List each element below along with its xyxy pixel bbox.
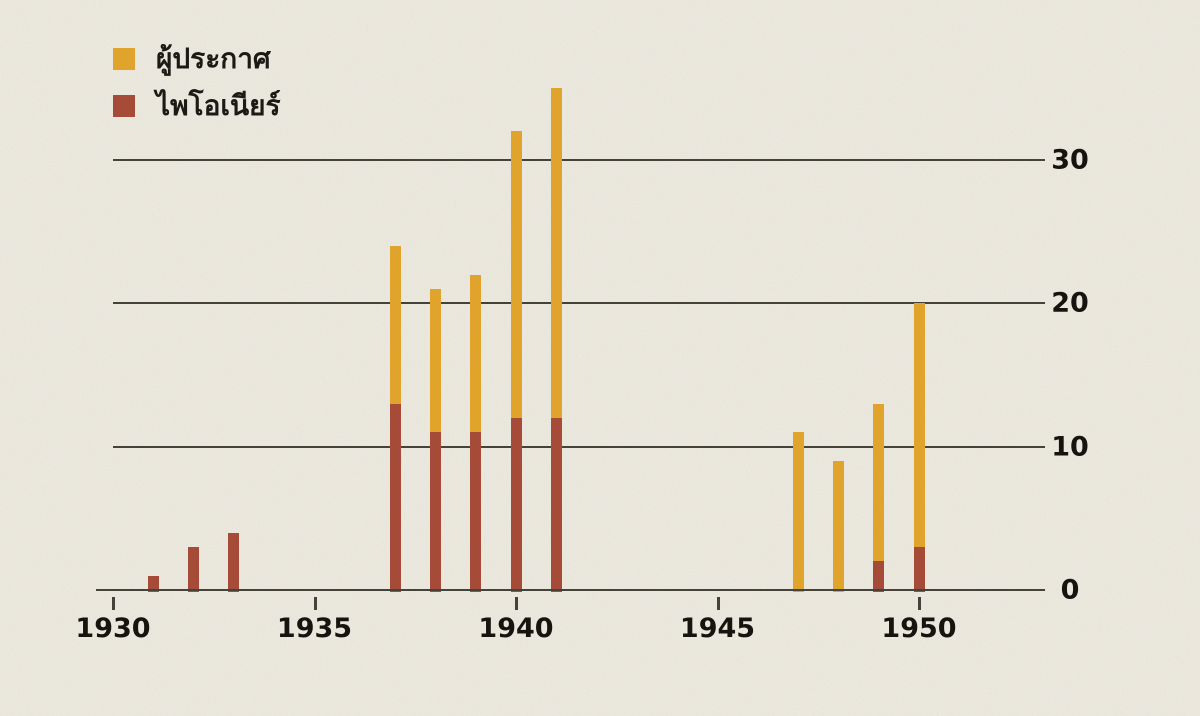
legend: ผู้ประกาศ ไพโอเนียร์	[113, 42, 281, 123]
x-axis-label-1930: 1930	[75, 613, 151, 644]
bar-publishers-1948	[832, 461, 844, 592]
y-axis-label-10: 10	[1051, 431, 1089, 463]
bar-pioneers-1950	[913, 547, 925, 592]
y-axis-label-30: 30	[1051, 144, 1089, 176]
x-tick-1945	[716, 597, 720, 610]
bar-pioneers-1933	[228, 532, 240, 592]
x-tick-1935	[313, 597, 317, 610]
x-axis-label-1945: 1945	[679, 613, 756, 644]
bar-publishers-1937	[389, 246, 401, 404]
x-axis-label-1950: 1950	[881, 613, 957, 644]
x-axis-line	[96, 589, 1045, 591]
bar-pioneers-1941	[550, 418, 562, 592]
x-tick-1950	[918, 597, 921, 610]
legend-swatch-pioneers-icon	[113, 95, 135, 117]
x-tick-1940	[515, 597, 518, 610]
bar-pioneers-1939	[470, 432, 482, 592]
y-axis-label-20: 20	[1051, 287, 1089, 319]
bar-publishers-1941	[550, 88, 562, 419]
bar-pioneers-1940	[510, 418, 522, 592]
bar-pioneers-1938	[429, 432, 441, 592]
bar-publishers-1938	[429, 289, 441, 433]
bar-publishers-1947	[792, 432, 804, 592]
x-axis-label-1940: 1940	[478, 613, 554, 644]
bar-pioneers-1949	[873, 561, 885, 592]
bar-pioneers-1937	[389, 403, 401, 592]
x-tick-1930	[112, 597, 115, 610]
legend-swatch-publishers-icon	[113, 48, 135, 70]
gridline-10	[113, 445, 1045, 448]
legend-label-pioneers: ไพโอเนียร์	[156, 89, 281, 123]
bar-publishers-1940	[510, 131, 522, 419]
gridline-30	[113, 159, 1045, 162]
legend-label-publishers: ผู้ประกาศ	[156, 42, 271, 76]
bar-pioneers-1932	[188, 547, 200, 592]
y-axis-label-0: 0	[1060, 574, 1080, 606]
legend-item-pioneers: ไพโอเนียร์	[113, 89, 281, 123]
bar-pioneers-1931	[147, 575, 159, 592]
x-axis-label-1935: 1935	[276, 613, 353, 644]
bar-publishers-1939	[470, 274, 482, 433]
legend-item-publishers: ผู้ประกาศ	[113, 42, 281, 76]
bar-publishers-1949	[873, 403, 885, 562]
gridline-20	[113, 302, 1045, 305]
bar-publishers-1950	[913, 303, 925, 547]
